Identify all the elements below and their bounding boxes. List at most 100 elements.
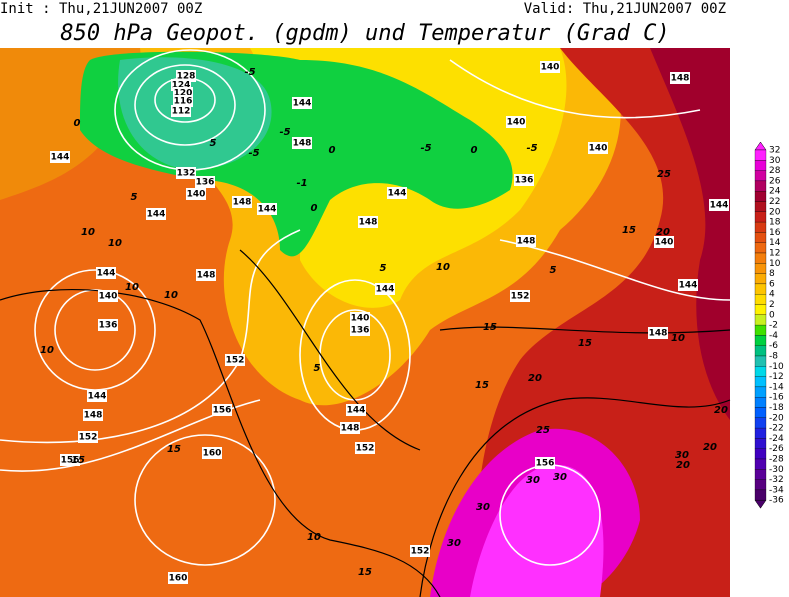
geopotential-label: 156: [536, 459, 555, 469]
legend-label: 4: [769, 290, 775, 300]
legend-label: -2: [769, 321, 778, 331]
temperature-label: 30: [526, 475, 540, 486]
label-box: [98, 319, 118, 331]
label-box: [50, 151, 70, 163]
geopotential-label: 132: [177, 169, 196, 179]
label-box: [358, 216, 378, 228]
geopotential-label: 136: [196, 178, 215, 188]
legend-swatch: [754, 314, 767, 326]
label-box: [355, 442, 375, 454]
label-box: [98, 290, 118, 302]
temperature-label: -5: [244, 67, 255, 78]
legend-label: -20: [769, 413, 784, 423]
legend-label: -6: [769, 341, 778, 351]
temperature-label: -5: [248, 148, 259, 159]
legend-label: 26: [769, 176, 781, 186]
legend-label: -16: [769, 393, 784, 403]
geopotential-label: 136: [351, 326, 370, 336]
legend-swatch: [754, 407, 767, 418]
legend-swatch: [754, 479, 767, 491]
temperature-label: 5: [210, 138, 217, 149]
legend-label: 10: [769, 259, 781, 269]
temperature-label: 15: [578, 338, 592, 349]
geopotential-label: 156: [213, 406, 232, 416]
label-box: [225, 354, 245, 366]
legend-swatch: [754, 366, 767, 377]
temperature-label: -1: [296, 178, 307, 189]
temperature-label: 10: [307, 532, 321, 543]
temperature-label: 0: [311, 203, 318, 214]
label-box: [232, 196, 252, 208]
temperature-label: 15: [167, 444, 181, 455]
legend-label: 16: [769, 228, 781, 238]
label-box: [588, 142, 608, 154]
legend-swatch: [754, 283, 767, 295]
geopotential-label: 144: [258, 205, 277, 215]
legend-label: -32: [769, 475, 784, 485]
geopotential-label: 152: [79, 433, 98, 443]
temperature-label: 0: [471, 145, 478, 156]
legend-swatch: [754, 397, 767, 408]
label-box: [257, 203, 277, 215]
label-box: [410, 545, 430, 557]
temperature-label: 30: [675, 450, 689, 461]
geopotential-label: 148: [359, 218, 378, 228]
temperature-label: 15: [475, 380, 489, 391]
legend-label: -26: [769, 444, 784, 454]
geopotential-label: 116: [174, 97, 193, 107]
label-box: [146, 208, 166, 220]
temperature-label: 20: [676, 460, 690, 471]
geopotential-label: 136: [99, 321, 118, 331]
legend-swatch: [754, 191, 767, 202]
label-box: [375, 283, 395, 295]
temperature-label: 30: [553, 472, 567, 483]
label-box: [171, 105, 191, 117]
legend-label: 0: [769, 310, 775, 320]
label-box: [173, 95, 193, 107]
legend-label: -12: [769, 372, 784, 382]
legend-swatch: [754, 211, 767, 223]
label-box: [540, 61, 560, 73]
legend-label: -18: [769, 403, 784, 413]
legend-label: 24: [769, 187, 781, 197]
label-box: [292, 137, 312, 149]
geopotential-label: 144: [88, 392, 107, 402]
temperature-label: 20: [656, 227, 670, 238]
legend-swatch: [754, 458, 767, 470]
geopotential-label: 124: [172, 81, 191, 91]
legend-swatch: [754, 427, 767, 439]
label-box: [202, 447, 222, 459]
label-box: [535, 457, 555, 469]
temperature-label: 5: [550, 265, 557, 276]
label-box: [350, 324, 370, 336]
geopotential-label: 152: [411, 547, 430, 557]
legend-label: 28: [769, 166, 781, 176]
label-box: [670, 72, 690, 84]
legend-label: 8: [769, 269, 775, 279]
label-box: [195, 176, 215, 188]
legend-label: -36: [769, 496, 784, 506]
geopotential-label: 140: [187, 190, 206, 200]
temperature-label: 10: [671, 333, 685, 344]
label-box: [516, 235, 536, 247]
temperature-label: 25: [536, 425, 550, 436]
label-box: [510, 290, 530, 302]
legend-swatch: [754, 438, 767, 449]
geopotential-label: 128: [177, 72, 196, 82]
geopotential-label: 148: [341, 424, 360, 434]
legend-label: -8: [769, 352, 778, 362]
legend-swatch: [754, 304, 767, 315]
geopotential-label: 140: [99, 292, 118, 302]
temperature-label: 10: [125, 282, 139, 293]
legend-swatch: [754, 221, 767, 233]
geopotential-label: 148: [233, 198, 252, 208]
temperature-label: 20: [528, 373, 542, 384]
legend-swatch: [754, 355, 767, 367]
geopotential-label: 160: [203, 449, 222, 459]
label-box: [506, 116, 526, 128]
geopotential-label: 144: [347, 406, 366, 416]
legend-label: -14: [769, 382, 784, 392]
legend-swatch: [754, 417, 767, 429]
label-box: [78, 431, 98, 443]
